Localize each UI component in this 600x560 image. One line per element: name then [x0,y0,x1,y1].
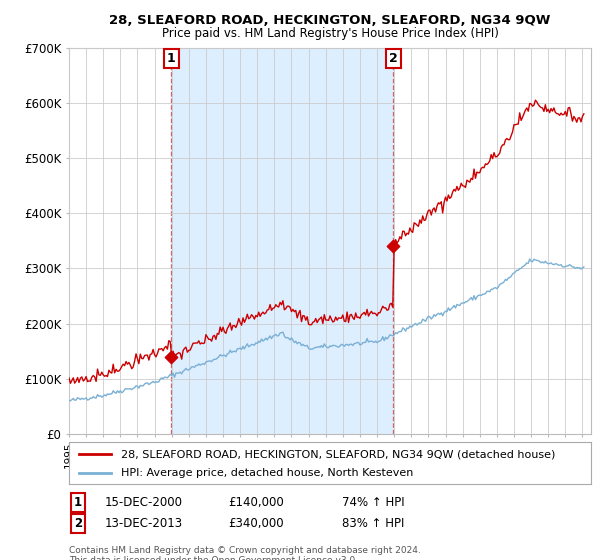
Text: Price paid vs. HM Land Registry's House Price Index (HPI): Price paid vs. HM Land Registry's House … [161,27,499,40]
Point [166,352,176,361]
Text: 83% ↑ HPI: 83% ↑ HPI [342,517,404,530]
Text: 28, SLEAFORD ROAD, HECKINGTON, SLEAFORD, NG34 9QW (detached house): 28, SLEAFORD ROAD, HECKINGTON, SLEAFORD,… [121,449,556,459]
Text: 13-DEC-2013: 13-DEC-2013 [105,517,183,530]
Bar [171,48,394,434]
Point [389,242,398,251]
Text: HPI: Average price, detached house, North Kesteven: HPI: Average price, detached house, Nort… [121,468,413,478]
Text: 2: 2 [74,517,82,530]
Text: 1: 1 [74,496,82,510]
Text: 28, SLEAFORD ROAD, HECKINGTON, SLEAFORD, NG34 9QW: 28, SLEAFORD ROAD, HECKINGTON, SLEAFORD,… [109,14,551,27]
Text: 2: 2 [389,52,398,65]
Text: 74% ↑ HPI: 74% ↑ HPI [342,496,404,510]
Text: £140,000: £140,000 [228,496,284,510]
Text: 1: 1 [167,52,175,65]
Text: Contains HM Land Registry data © Crown copyright and database right 2024.
This d: Contains HM Land Registry data © Crown c… [69,546,421,560]
Text: 15-DEC-2000: 15-DEC-2000 [105,496,183,510]
Text: £340,000: £340,000 [228,517,284,530]
